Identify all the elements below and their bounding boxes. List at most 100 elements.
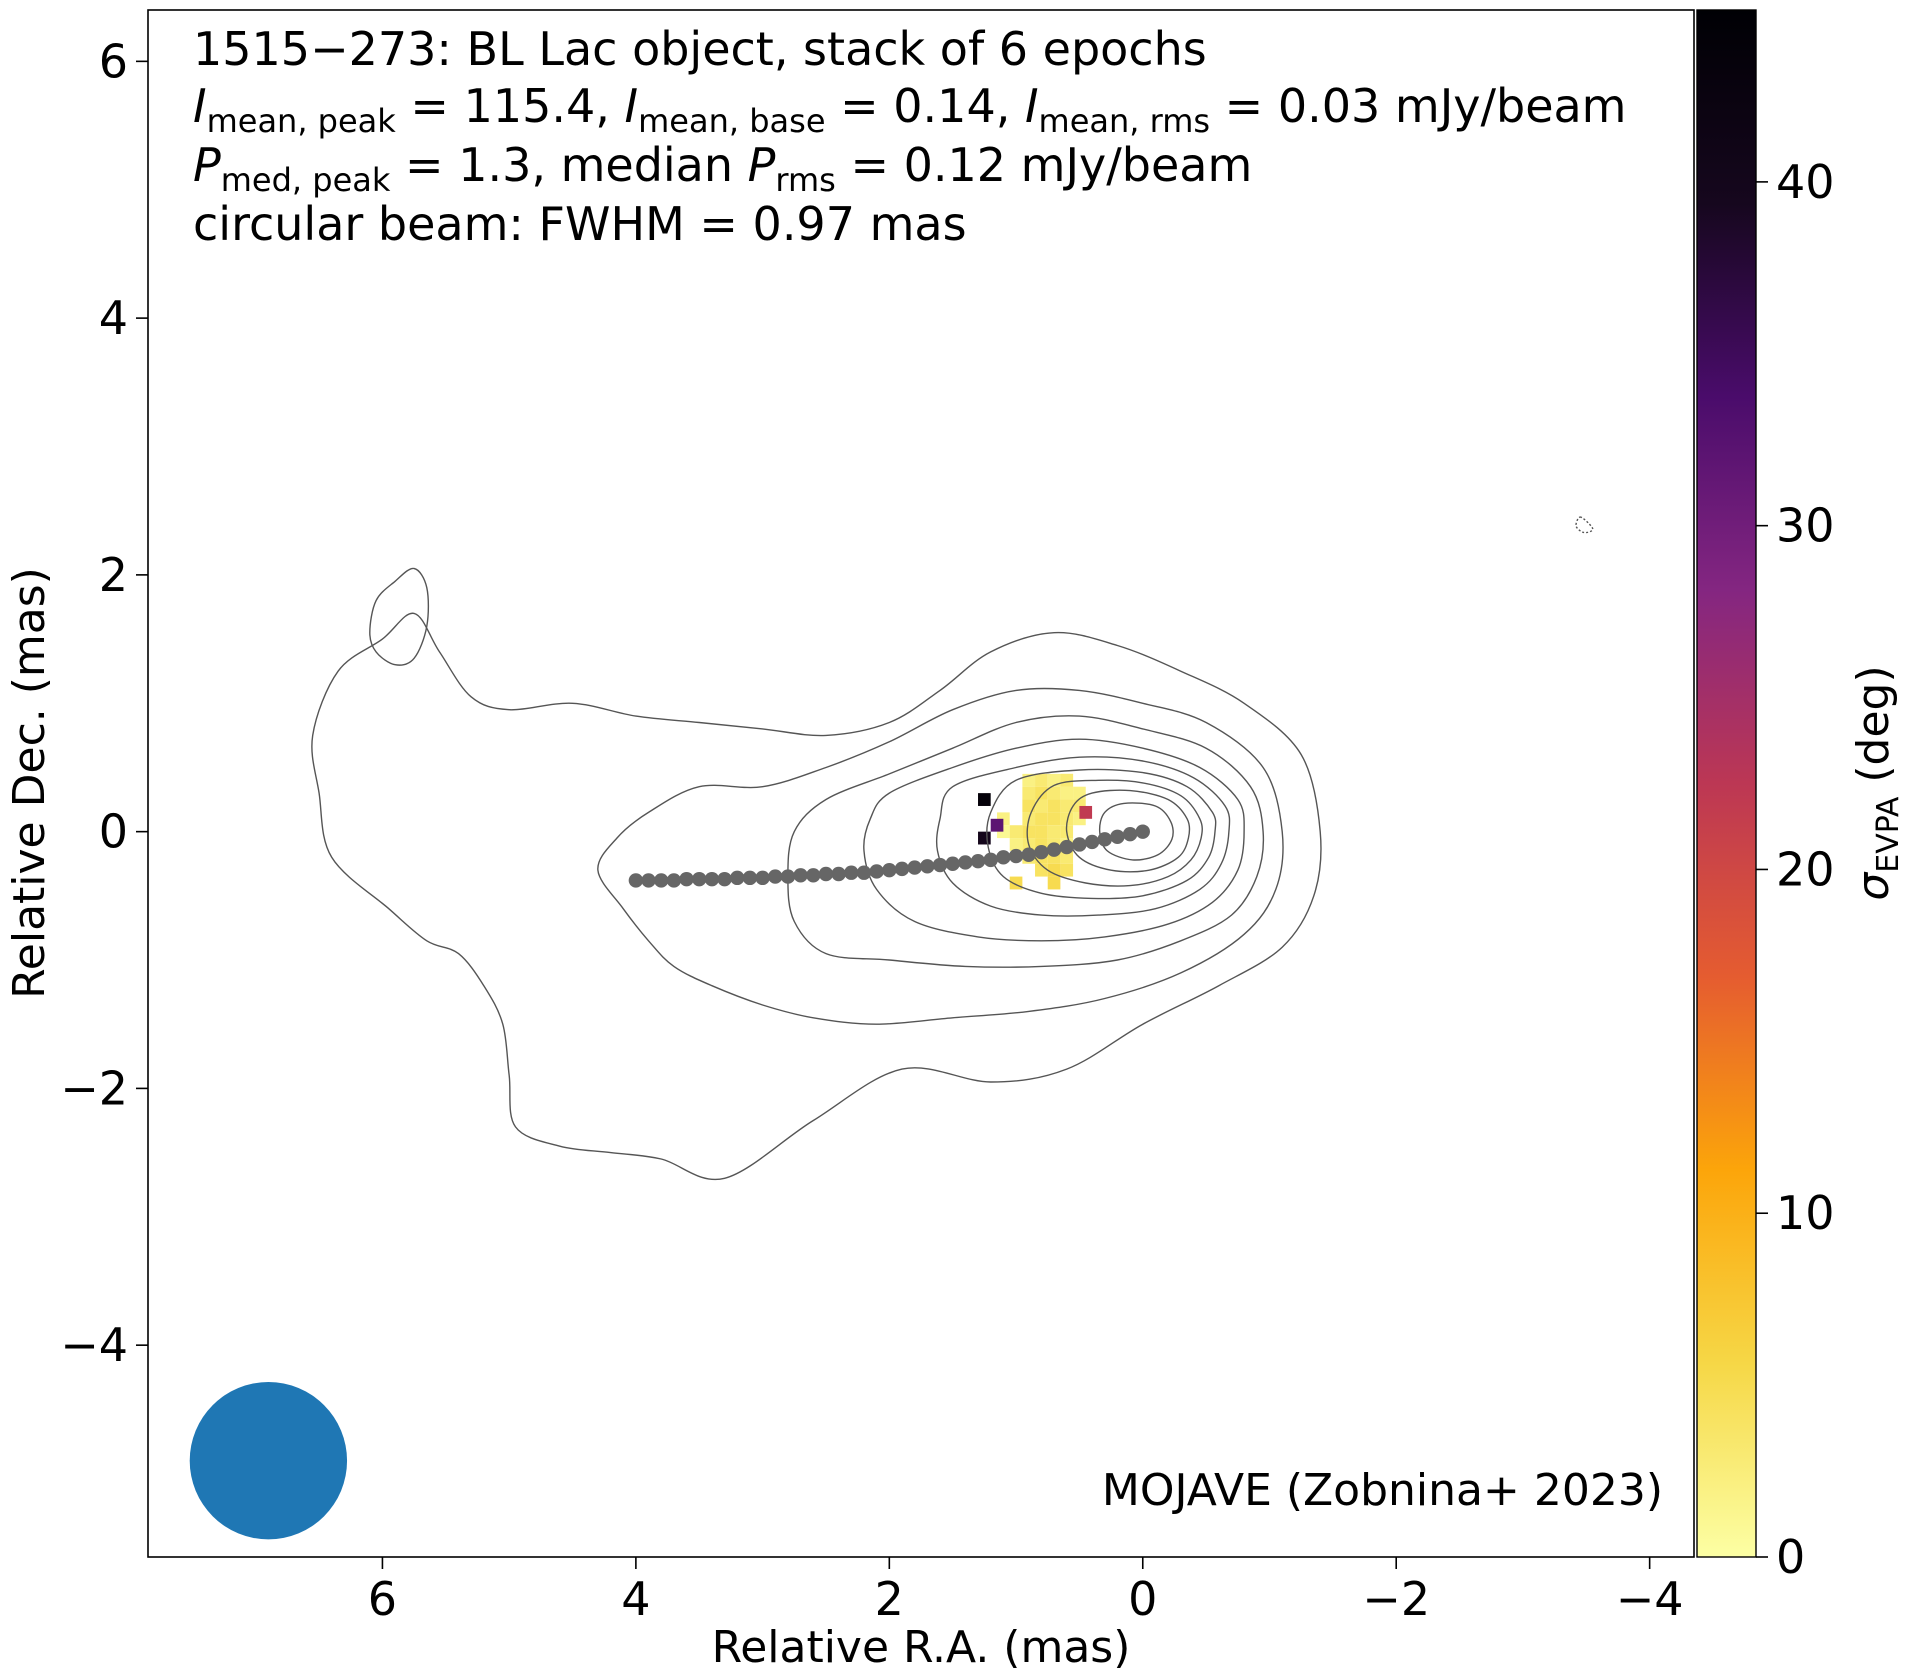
ridgeline-point (818, 866, 834, 882)
contour-line (369, 567, 430, 666)
evpa-pixel (978, 831, 991, 845)
ridgeline-point (654, 873, 669, 888)
colorbar: 0 10 20 30 40 σEVPA (deg) (1696, 9, 1905, 1584)
title-line: Pmed, peak = 1.3, median Prms = 0.12 mJy… (193, 138, 1252, 199)
plot-background (148, 10, 1694, 1557)
plot-frame (147, 9, 1695, 1558)
ridgeline-point (932, 857, 948, 873)
colorbar-gradient (1696, 9, 1757, 1558)
contour-line (311, 612, 1322, 1181)
x-tick-label: −4 (1616, 1572, 1684, 1626)
ridgeline-points (628, 824, 1150, 888)
ridgeline-point (679, 871, 694, 887)
ridgeline-point (844, 865, 859, 880)
evpa-pixel (1047, 825, 1061, 839)
evpa-pixel (1079, 805, 1093, 819)
y-tick-label: 4 (99, 291, 128, 345)
evpa-pixel (1060, 786, 1074, 800)
ridgeline-point (793, 868, 808, 883)
evpa-pixel (1047, 863, 1061, 877)
colorbar-tick-label: 10 (1776, 1186, 1835, 1240)
y-tick-label: 6 (99, 34, 128, 88)
contour-line (1098, 802, 1174, 861)
contour-line (935, 756, 1231, 917)
ridgeline-point (831, 866, 846, 882)
evpa-pixel (1047, 812, 1061, 826)
y-tick-label: 0 (99, 805, 128, 859)
evpa-pixel (1073, 786, 1086, 800)
evpa-pixel (1060, 850, 1074, 864)
ridgeline-point (806, 868, 821, 883)
title-line: 1515−273: BL Lac object, stack of 6 epoc… (193, 22, 1207, 76)
evpa-pixel (1035, 863, 1048, 877)
evpa-pixel (1047, 786, 1061, 800)
evpa-pixel (1060, 812, 1074, 826)
x-axis-ticks: 6 4 2 0 −2 −4 (368, 1557, 1684, 1626)
evpa-pixel (1035, 799, 1048, 813)
beam-marker (189, 1382, 348, 1540)
contour-line (863, 738, 1245, 942)
ridgeline-point (755, 870, 770, 886)
ridgeline-point (768, 869, 783, 884)
title-line: Imean, peak = 115.4, Imean, base = 0.14,… (193, 79, 1627, 140)
x-tick-label: 6 (368, 1572, 397, 1626)
evpa-pixel (1009, 838, 1023, 851)
title-line: circular beam: FWHM = 0.97 mas (193, 197, 967, 251)
ridgeline-point (945, 856, 960, 871)
ridgeline-point (1084, 834, 1100, 850)
ridgeline-point (1021, 847, 1036, 862)
x-tick-label: 4 (621, 1572, 650, 1626)
contour-line (1065, 789, 1191, 873)
sigma-evpa-pixels (978, 773, 1093, 890)
ridgeline-point (1110, 829, 1125, 844)
colorbar-tick-label: 40 (1776, 155, 1835, 209)
ridgeline-point (692, 871, 707, 887)
evpa-pixel (1022, 825, 1036, 839)
credit-text: MOJAVE (Zobnina+ 2023) (1102, 1465, 1663, 1516)
ridgeline-point (780, 869, 796, 884)
evpa-pixel (1035, 825, 1048, 839)
contour-line (597, 687, 1284, 1025)
ridgeline-point (628, 873, 644, 888)
y-axis-ticks: −4 −2 0 2 4 6 (60, 34, 148, 1372)
ridgeline-point (907, 860, 922, 875)
evpa-pixel (1047, 876, 1061, 890)
evpa-pixel (1035, 812, 1048, 826)
ridgeline-point (1034, 844, 1049, 860)
ridgeline-point (882, 862, 897, 878)
ridgeline-point (856, 865, 872, 880)
contour-line (787, 715, 1265, 968)
evpa-pixel (1022, 786, 1036, 800)
ridgeline-point (704, 871, 720, 887)
evpa-pixel (1047, 799, 1061, 813)
x-tick-label: 0 (1128, 1572, 1157, 1626)
x-tick-label: −2 (1362, 1572, 1430, 1626)
evpa-pixel (1060, 799, 1074, 813)
evpa-pixel (1035, 773, 1048, 787)
intensity-contours (311, 516, 1594, 1181)
colorbar-tick-label: 20 (1776, 842, 1835, 896)
ridgeline-point (717, 871, 732, 887)
ridgeline-point (894, 861, 910, 877)
ridgeline-point (1072, 837, 1087, 852)
evpa-pixel (1060, 773, 1074, 787)
evpa-pixel (1060, 863, 1074, 877)
evpa-pixel (1035, 786, 1048, 800)
ridgeline-point (996, 850, 1011, 865)
beam-circle (189, 1382, 348, 1540)
x-axis-label: Relative R.A. (mas) (712, 1622, 1131, 1673)
ridgeline-point (958, 855, 973, 870)
ridgeline-point (641, 873, 656, 888)
ridgeline-point (920, 859, 935, 874)
y-tick-label: −2 (60, 1061, 128, 1115)
ridgeline-point (869, 864, 884, 879)
plot-area (189, 516, 1594, 1540)
y-tick-label: −4 (60, 1318, 128, 1372)
plot-annotation-title: 1515−273: BL Lac object, stack of 6 epoc… (193, 22, 1627, 251)
colorbar-tick-label: 30 (1776, 499, 1835, 553)
ridgeline-point (1135, 824, 1150, 839)
evpa-pixel (1022, 799, 1036, 813)
ridgeline-point (730, 870, 745, 886)
ridgeline-point (970, 853, 986, 869)
